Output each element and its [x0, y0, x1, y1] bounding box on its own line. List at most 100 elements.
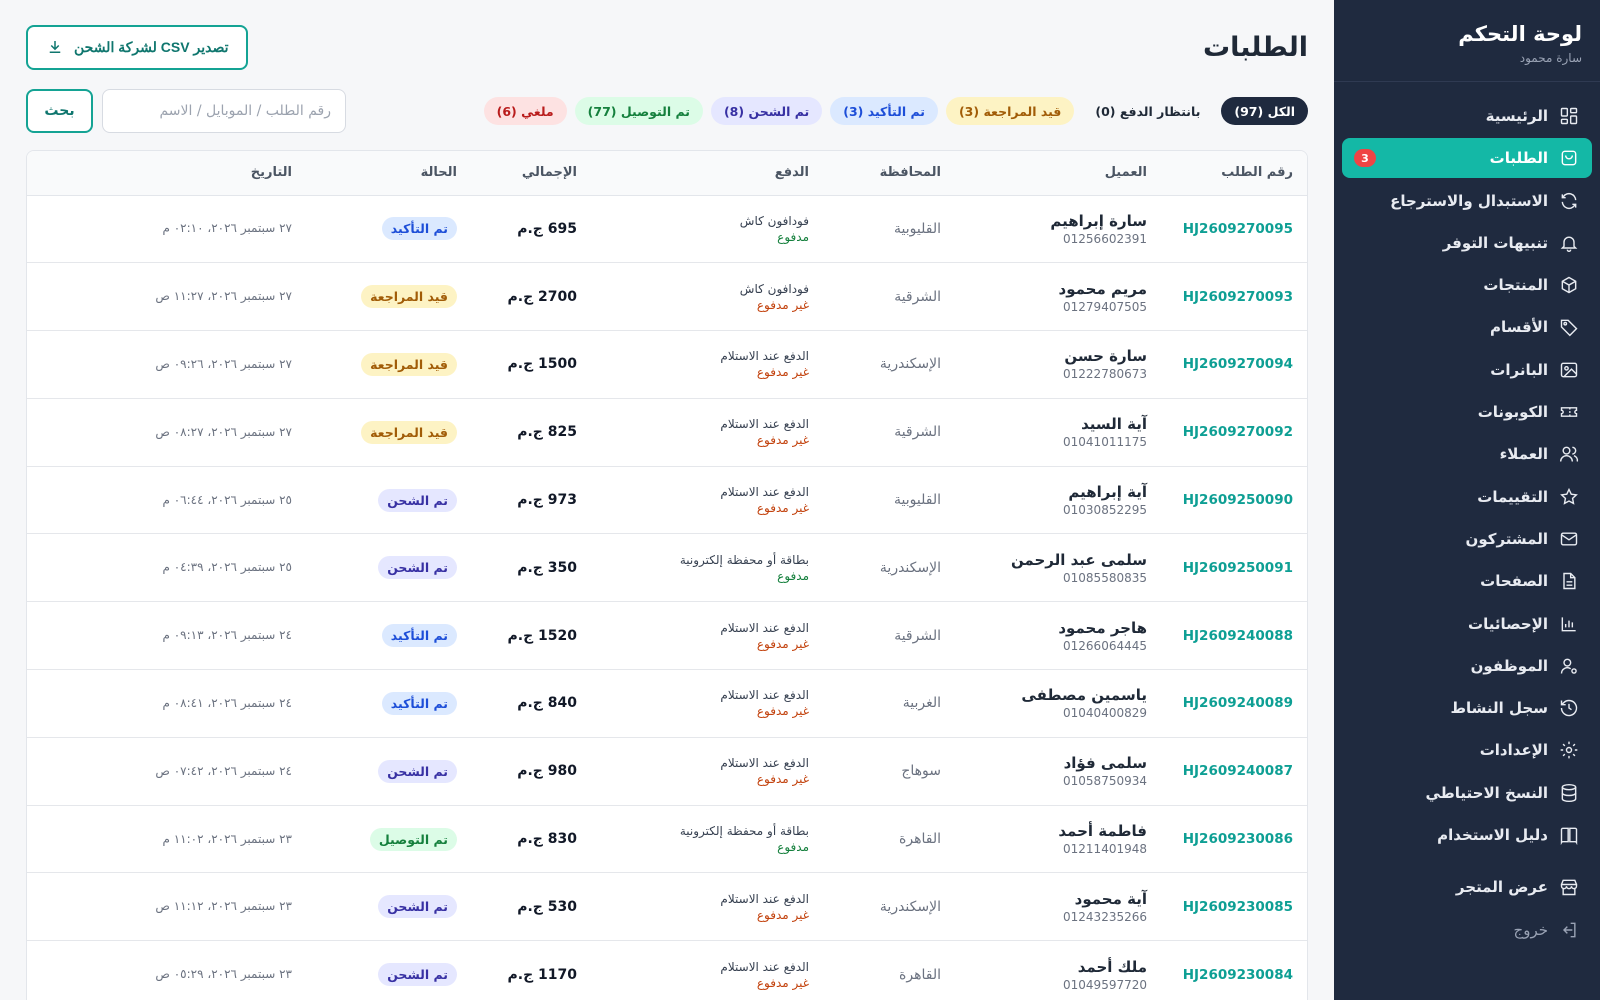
- order-id-link[interactable]: HJ2609240087: [1182, 763, 1293, 780]
- sidebar-item-chart[interactable]: الإحصائيات: [1342, 604, 1592, 644]
- order-total: 530 ج.م: [517, 898, 577, 915]
- governorate: القاهرة: [899, 966, 941, 983]
- order-id-link[interactable]: HJ2609270094: [1182, 356, 1293, 373]
- filter-chip-all[interactable]: الكل (97): [1221, 97, 1308, 125]
- sidebar-item-tag[interactable]: الأقسام: [1342, 307, 1592, 347]
- sidebar-icon-wrap: [1558, 824, 1580, 846]
- payment-method: الدفع عند الاستلام: [720, 485, 809, 500]
- table-row[interactable]: HJ2609230084 ملك أحمد 01049597720 القاهرة ال…: [27, 940, 1307, 1000]
- logout-link[interactable]: خروج: [1342, 910, 1592, 950]
- order-total: 840 ج.م: [517, 695, 577, 712]
- customer-phone: 01085580835: [1063, 570, 1147, 585]
- sidebar-item-bell[interactable]: تنبيهات التوفر: [1342, 223, 1592, 263]
- order-total: 1520 ج.م: [507, 627, 577, 644]
- star-icon: [1560, 487, 1578, 505]
- table-row[interactable]: HJ2609230085 آية محمود 01243235266 الإسكندر…: [27, 872, 1307, 942]
- column-header: المحافظة: [823, 151, 955, 196]
- box-icon: [1561, 276, 1577, 294]
- order-id-link[interactable]: HJ2609230086: [1182, 831, 1293, 848]
- order-total: 825 ج.م: [517, 424, 577, 441]
- orders-icon: [1561, 150, 1577, 166]
- filter-chip-cancelled[interactable]: ملغي (6): [483, 97, 567, 125]
- governorate: الإسكندرية: [879, 356, 941, 373]
- sidebar-item-database[interactable]: النسخ الاحتياطي: [1342, 773, 1592, 813]
- governorate: الشرقية: [894, 424, 941, 441]
- order-id-link[interactable]: HJ2609230084: [1182, 966, 1293, 983]
- sidebar-item-label: الاستبدال والاسترجاع: [1390, 191, 1548, 210]
- filter-chip-pending[interactable]: بانتظار الدفع (0): [1095, 103, 1201, 119]
- sidebar-item-image[interactable]: البانرات: [1342, 350, 1592, 390]
- customer-phone: 01279407505: [1063, 299, 1147, 314]
- order-total: 695 ج.م: [517, 220, 577, 237]
- sidebar-item-label: الرئيسية: [1485, 107, 1548, 125]
- order-date: ٢٧ سبتمبر ٢٠٢٦، ٠٨:٢٧ ص: [155, 424, 292, 439]
- filter-chip-delivered[interactable]: تم التوصيل (77): [574, 97, 703, 125]
- sidebar-item-grid[interactable]: الرئيسية: [1342, 96, 1592, 136]
- sidebar-item-mail[interactable]: المشتركون: [1342, 519, 1592, 559]
- status-badge: تم التوصيل: [369, 827, 457, 851]
- table-row[interactable]: HJ2609270095 سارة إبراهيم 01256602391 القلي…: [27, 195, 1307, 264]
- status-badge: قيد المراجعة: [361, 285, 457, 309]
- sidebar-icon-wrap: [1558, 528, 1580, 550]
- table-row[interactable]: HJ2609240087 سلمى فؤاد 01058750934 سوهاج الد…: [27, 737, 1307, 806]
- order-id-link[interactable]: HJ2609270093: [1182, 288, 1293, 305]
- table-row[interactable]: HJ2609270094 سارة حسن 01222780673 الإسكندري…: [27, 330, 1307, 399]
- order-id-link[interactable]: HJ2609250091: [1182, 559, 1293, 576]
- order-date: ٢٥ سبتمبر ٢٠٢٦، ٠٤:٣٩ م: [162, 560, 292, 575]
- payment-method: فودافون كاش: [739, 213, 809, 228]
- order-date: ٢٧ سبتمبر ٢٠٢٦، ٠٩:٢٦ ص: [155, 356, 292, 371]
- sidebar-item-book[interactable]: دليل الاستخدام: [1342, 815, 1592, 855]
- column-header: الحالة: [306, 151, 471, 196]
- export-csv-button[interactable]: تصدير CSV لشركة الشحن: [26, 24, 249, 70]
- table-row[interactable]: HJ2609250090 آية إبراهيم 01030852295 القليو…: [27, 466, 1307, 535]
- sidebar-item-user-cog[interactable]: الموظفون: [1342, 646, 1592, 686]
- table-row[interactable]: HJ2609270092 آية السيد 01041011175 الشرقية ا…: [27, 398, 1307, 467]
- search-button[interactable]: بحث: [26, 89, 93, 133]
- sidebar-item-ticket[interactable]: الكوبونات: [1342, 392, 1592, 432]
- staff-icon: [1560, 658, 1577, 674]
- payment-status: غير مدفوع: [756, 772, 809, 787]
- table-row[interactable]: HJ2609240088 هاجر محمود 01266064445 الشرقية…: [27, 601, 1307, 671]
- filter-chip-shipped[interactable]: تم الشحن (8): [710, 97, 823, 125]
- order-total: 980 ج.م: [517, 763, 577, 780]
- order-id-link[interactable]: HJ2609270095: [1182, 220, 1293, 237]
- payment-status: مدفوع: [777, 229, 809, 244]
- filter-chip-review[interactable]: قيد المراجعة (3): [945, 97, 1075, 125]
- table-row[interactable]: HJ2609250091 سلمى عبد الرحمن 01085580835 ال…: [27, 533, 1307, 603]
- table-row[interactable]: HJ2609240089 ياسمين مصطفى 01040400829 الغرب…: [27, 669, 1307, 738]
- search-input[interactable]: [102, 89, 346, 133]
- table-row[interactable]: HJ2609270093 مريم محمود 01279407505 الشرقية…: [27, 262, 1307, 332]
- order-id-link[interactable]: HJ2609270092: [1182, 424, 1293, 441]
- filter-chip-confirmed[interactable]: تم التأكيد (3): [830, 97, 938, 125]
- payment-status: غير مدفوع: [756, 975, 809, 990]
- sidebar-item-bag[interactable]: الطلبات 3: [1342, 138, 1592, 179]
- table-row[interactable]: HJ2609230086 فاطمة أحمد 01211401948 القاهرة…: [27, 805, 1307, 874]
- sidebar-item-file[interactable]: الصفحات: [1342, 561, 1592, 601]
- sidebar-icon-wrap: [1558, 274, 1580, 296]
- column-header: الإجمالي: [471, 151, 591, 196]
- sidebar-item-label: الطلبات: [1489, 149, 1548, 168]
- sidebar: لوحة التحكم سارة محمود الرئيسية الطلبات 3 ا…: [1334, 0, 1600, 1000]
- order-total: 1500 ج.م: [507, 356, 577, 373]
- customer-name: سارة حسن: [1064, 347, 1147, 366]
- sidebar-item-box[interactable]: المنتجات: [1342, 265, 1592, 305]
- order-id-link[interactable]: HJ2609240088: [1182, 627, 1293, 644]
- tag-icon: [1560, 320, 1578, 337]
- order-id-link[interactable]: HJ2609250090: [1182, 492, 1293, 509]
- payment-method: الدفع عند الاستلام: [720, 620, 809, 635]
- governorate: الإسكندرية: [879, 559, 941, 576]
- sidebar-item-refresh[interactable]: الاستبدال والاسترجاع: [1342, 181, 1592, 221]
- sidebar-item-users[interactable]: العملاء: [1342, 434, 1592, 474]
- page-header: الطلبات تصدير CSV لشركة الشحن: [26, 22, 1308, 72]
- sidebar-item-gear[interactable]: الإعدادات: [1342, 730, 1592, 770]
- view-store-link[interactable]: عرض المتجر: [1342, 867, 1592, 907]
- sidebar-item-history[interactable]: سجل النشاط: [1342, 688, 1592, 728]
- orders-table-card: رقم الطلب العميل المحافظة الدفع الإجمالي الحا…: [26, 150, 1308, 1000]
- sidebar-item-star[interactable]: التقييمات: [1342, 477, 1592, 517]
- order-id-link[interactable]: HJ2609240089: [1182, 695, 1293, 712]
- payment-status: مدفوع: [777, 568, 809, 583]
- order-id-link[interactable]: HJ2609230085: [1182, 898, 1293, 915]
- governorate: القليوبية: [894, 492, 941, 509]
- refresh-icon: [1561, 192, 1577, 209]
- governorate: الشرقية: [894, 288, 941, 305]
